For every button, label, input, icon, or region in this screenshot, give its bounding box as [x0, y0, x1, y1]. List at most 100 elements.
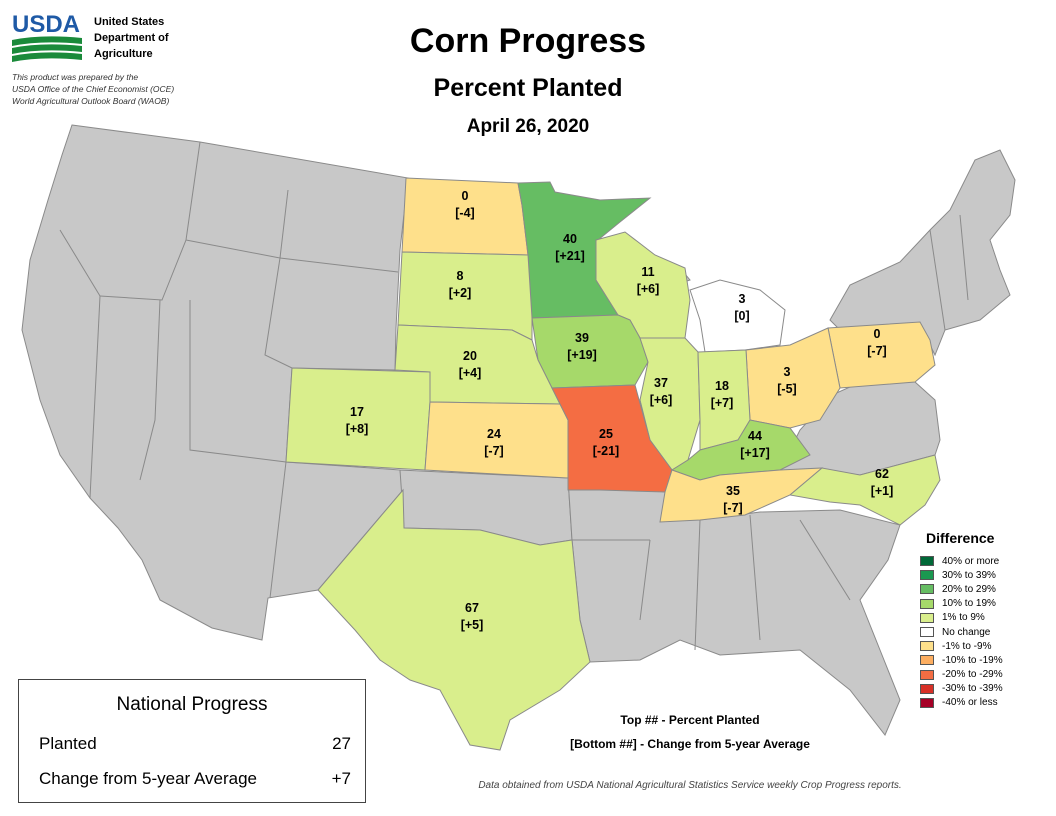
state-label-planted-nc: 62: [875, 467, 889, 481]
legend-swatch: [920, 612, 934, 623]
label-key-top: Top ## - Percent Planted: [620, 713, 760, 727]
state-border: [269, 461, 287, 599]
state-label-planted-co: 17: [350, 405, 364, 419]
state-border: [59, 229, 101, 499]
state-border: [279, 189, 289, 259]
legend-swatch: [920, 655, 934, 666]
legend-swatch: [920, 598, 934, 609]
legend-item: -40% or less: [920, 696, 1050, 710]
map-background-states: [21, 124, 1016, 736]
legend-label: 20% to 29%: [942, 583, 996, 595]
state-label-change-wi: [+6]: [637, 282, 660, 296]
state-label-planted-sd: 8: [457, 269, 464, 283]
state-label-planted-mo: 25: [599, 427, 613, 441]
state-label-change-ia: [+19]: [567, 348, 597, 362]
state-label-change-ky: [+17]: [740, 446, 770, 460]
state-label-change-nc: [+1]: [871, 484, 894, 498]
prepared-by-line: World Agricultural Outlook Board (WAOB): [12, 96, 170, 106]
prepared-by-line: USDA Office of the Chief Economist (OCE): [12, 84, 175, 94]
state-label-planted-oh: 3: [784, 365, 791, 379]
legend-swatch: [920, 556, 934, 567]
prepared-by-note: This product was prepared by the USDA Of…: [12, 71, 174, 107]
legend-item: No change: [920, 625, 1050, 639]
legend-swatch: [920, 697, 934, 708]
legend-label: No change: [942, 626, 991, 638]
legend-label: -40% or less: [942, 697, 998, 709]
state-label-planted-wi: 11: [641, 265, 654, 279]
state-label-planted-ky: 44: [748, 429, 762, 443]
state-label-change-sd: [+2]: [449, 286, 472, 300]
national-change-value: +7: [331, 769, 351, 788]
state-label-planted-il: 37: [654, 376, 668, 390]
state-label-change-nd: [-4]: [455, 206, 474, 220]
southern-states-region: [567, 477, 901, 736]
legend-label: -1% to -9%: [942, 640, 992, 652]
legend-label: 1% to 9%: [942, 612, 985, 624]
agency-name: United States Department of Agriculture: [94, 14, 169, 62]
state-label-planted-mi: 3: [739, 292, 746, 306]
state-border: [929, 229, 946, 331]
state-label-change-oh: [-5]: [777, 382, 796, 396]
legend-item: -30% to -39%: [920, 682, 1050, 696]
state-co: [285, 367, 431, 471]
usda-logo: USDA: [12, 11, 82, 62]
usda-logo-text: USDA: [12, 11, 80, 38]
state-label-change-tx: [+5]: [461, 618, 484, 632]
state-label-planted-tn: 35: [726, 484, 740, 498]
state-label-change-tn: [-7]: [723, 501, 742, 515]
legend-label: -20% to -29%: [942, 669, 1003, 681]
northeast-region: [829, 149, 1016, 357]
state-mo: [551, 384, 673, 493]
state-label-change-co: [+8]: [346, 422, 369, 436]
legend-swatch: [920, 669, 934, 680]
national-change-label: Change from 5-year Average: [39, 769, 257, 788]
legend-item: 30% to 39%: [920, 568, 1050, 582]
legend-item: 20% to 29%: [920, 582, 1050, 596]
state-label-change-mo: [-21]: [593, 444, 619, 458]
legend-label: -30% to -39%: [942, 683, 1003, 695]
agency-name-line: United States: [94, 16, 165, 28]
state-label-change-il: [+6]: [650, 393, 673, 407]
state-border: [139, 299, 161, 481]
legend-swatch: [920, 627, 934, 638]
legend-item: -10% to -19%: [920, 653, 1050, 667]
map-subtitle: Percent Planted: [433, 74, 623, 102]
state-border: [694, 519, 701, 651]
legend-item: 40% or more: [920, 554, 1050, 568]
state-nc: [788, 454, 941, 526]
legend-swatch: [920, 641, 934, 652]
legend-title: Difference: [926, 530, 995, 546]
legend-item: 1% to 9%: [920, 611, 1050, 625]
difference-legend: Difference 40% or more 30% to 39% 20% to 2…: [920, 530, 1050, 710]
national-planted-row: Planted 27: [39, 734, 351, 754]
prepared-by-line: This product was prepared by the: [12, 72, 139, 82]
legend-label: 30% to 39%: [942, 569, 996, 581]
state-label-change-ks: [-7]: [484, 444, 503, 458]
state-border: [799, 519, 851, 601]
state-label-planted-pa: 0: [874, 327, 881, 341]
state-label-change-mi: [0]: [734, 309, 749, 323]
national-progress-title: National Progress: [116, 694, 268, 715]
national-change-row: Change from 5-year Average +7: [39, 769, 351, 789]
label-key-bottom: [Bottom ##] - Change from 5-year Average: [570, 737, 810, 751]
state-border: [185, 239, 293, 369]
legend-item: -20% to -29%: [920, 668, 1050, 682]
state-label-change-mn: [+21]: [555, 249, 585, 263]
state-label-planted-ne: 20: [463, 349, 477, 363]
state-label-planted-ks: 24: [487, 427, 501, 441]
western-states-region: [21, 124, 409, 641]
state-label-planted-mn: 40: [563, 232, 577, 246]
national-planted-value: 27: [332, 734, 351, 753]
agency-name-line: Agriculture: [94, 48, 153, 60]
state-border: [959, 214, 969, 301]
legend-label: 10% to 19%: [942, 598, 996, 610]
legend-item: 10% to 19%: [920, 597, 1050, 611]
state-border: [639, 539, 651, 621]
national-planted-label: Planted: [39, 734, 97, 753]
label-key: Top ## - Percent Planted [Bottom ##] - C…: [500, 708, 880, 756]
national-progress-box: National Progress Planted 27 Change from…: [18, 679, 366, 803]
map-title: Corn Progress: [409, 22, 647, 60]
data-source-note: Data obtained from USDA National Agricul…: [478, 780, 902, 791]
state-mi: [689, 279, 786, 353]
